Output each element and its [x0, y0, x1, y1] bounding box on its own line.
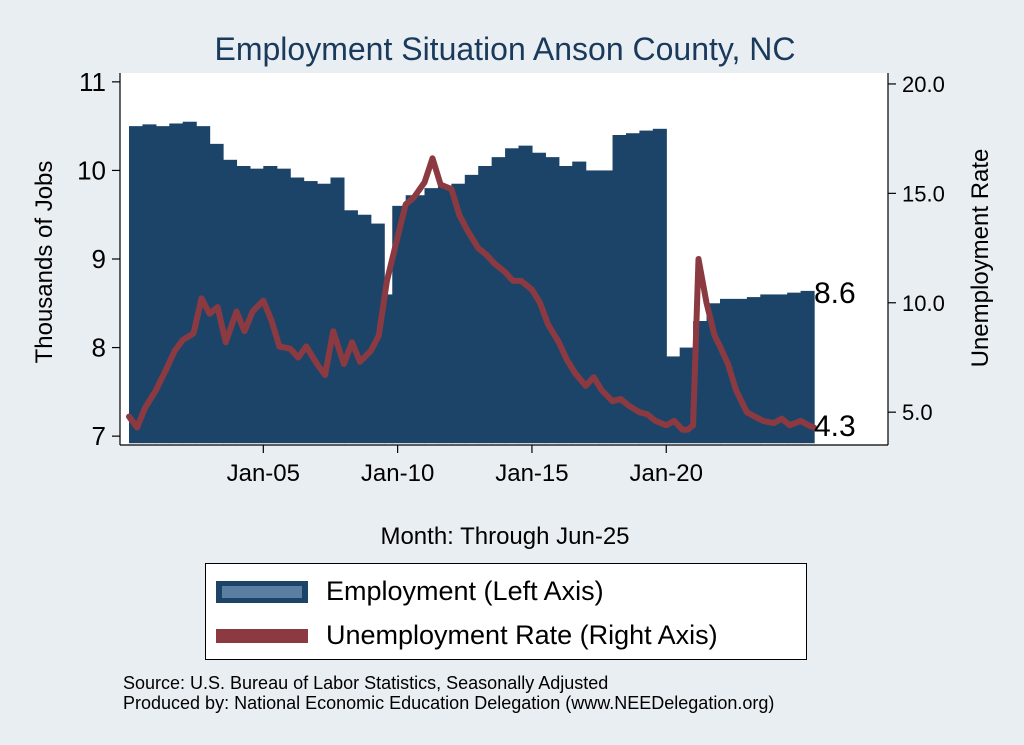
- x-axis-label: Month: Through Jun-25: [380, 523, 629, 550]
- unemployment-end-label: 4.3: [814, 410, 856, 443]
- employment-bar: [182, 121, 197, 444]
- y-left-tick-label: 9: [92, 244, 106, 274]
- employment-bar: [290, 177, 305, 444]
- y-left-tick-label: 8: [92, 333, 106, 363]
- employment-bar: [276, 168, 291, 444]
- employment-bar: [760, 294, 775, 444]
- employment-bar: [800, 290, 815, 444]
- x-tick-label: Jan-20: [630, 460, 703, 487]
- employment-bar: [746, 297, 761, 444]
- chart-title: Employment Situation Anson County, NC: [214, 31, 795, 67]
- employment-bar: [639, 130, 654, 444]
- source-line-1: Source: U.S. Bureau of Labor Statistics,…: [123, 673, 609, 693]
- employment-bar: [478, 166, 493, 444]
- employment-bars: [129, 121, 815, 444]
- legend-label-unemployment: Unemployment Rate (Right Axis): [326, 620, 718, 650]
- legend-label-employment: Employment (Left Axis): [326, 576, 604, 606]
- employment-bar: [572, 161, 587, 444]
- employment-bar: [437, 186, 452, 444]
- employment-bar: [666, 356, 681, 444]
- employment-bar: [357, 214, 372, 444]
- employment-bar: [585, 170, 600, 444]
- legend-swatch-unemployment: [216, 628, 308, 643]
- employment-bar: [169, 123, 184, 444]
- legend-item-unemployment: Unemployment Rate (Right Axis): [216, 620, 718, 651]
- y-right-tick-label: 20.0: [902, 72, 945, 97]
- employment-bar: [719, 298, 735, 444]
- employment-bar: [405, 195, 426, 444]
- employment-bar: [317, 183, 332, 444]
- employment-bar: [236, 166, 251, 444]
- axes: 7 8 9 10 11 5.0 10.0 15.0 20.0 Jan-05 Jan-10 Jan-15…: [77, 67, 945, 487]
- source-line-2: Produced by: National Economic Education…: [123, 693, 775, 713]
- legend-item-employment: Employment (Left Axis): [216, 576, 604, 607]
- employment-bar: [814, 294, 815, 444]
- employment-bar: [343, 210, 358, 444]
- employment-bar: [129, 126, 144, 444]
- employment-bar: [263, 166, 278, 444]
- unemployment-line: [126, 155, 817, 433]
- employment-bar: [733, 298, 748, 444]
- employment-bar: [518, 145, 533, 444]
- employment-bar: [424, 188, 439, 444]
- employment-bar: [223, 159, 238, 444]
- employment-bar: [652, 128, 667, 444]
- x-tick-label: Jan-15: [495, 460, 568, 487]
- y-axis-right-label: Unemployment Rate: [967, 149, 994, 368]
- employment-bar: [773, 294, 788, 444]
- employment-bar: [142, 124, 157, 444]
- x-tick-label: Jan-10: [361, 460, 434, 487]
- employment-bar: [787, 292, 802, 444]
- employment-bar: [209, 143, 224, 444]
- employment-bar: [464, 174, 479, 444]
- y-right-tick-label: 10.0: [902, 291, 945, 316]
- employment-bar: [303, 181, 318, 444]
- legend: Employment (Left Axis) Unemployment Rate…: [205, 563, 807, 660]
- y-right-tick-label: 5.0: [902, 400, 933, 425]
- employment-bar: [196, 126, 211, 444]
- employment-bar: [155, 126, 170, 444]
- employment-bar: [505, 148, 520, 444]
- employment-bar: [545, 157, 560, 444]
- employment-bar: [679, 347, 694, 444]
- unemployment-line-layer: [126, 155, 817, 433]
- employment-bar: [612, 135, 627, 444]
- employment-bar: [384, 294, 393, 444]
- legend-swatch-employment: [216, 580, 308, 603]
- employment-bar: [625, 133, 640, 444]
- y-axis-left-label: Thousands of Jobs: [31, 161, 58, 364]
- y-left-tick-label: 7: [92, 421, 106, 451]
- employment-end-label: 8.6: [814, 277, 856, 310]
- employment-bar: [330, 177, 345, 444]
- employment-bar: [491, 157, 506, 444]
- employment-bar: [392, 205, 407, 444]
- x-tick-label: Jan-05: [227, 460, 300, 487]
- y-left-tick-label: 10: [77, 155, 106, 185]
- employment-bar: [451, 183, 466, 444]
- employment-bar: [558, 166, 573, 444]
- y-right-tick-label: 15.0: [902, 181, 945, 206]
- employment-bar: [599, 170, 614, 444]
- y-left-tick-label: 11: [79, 67, 106, 97]
